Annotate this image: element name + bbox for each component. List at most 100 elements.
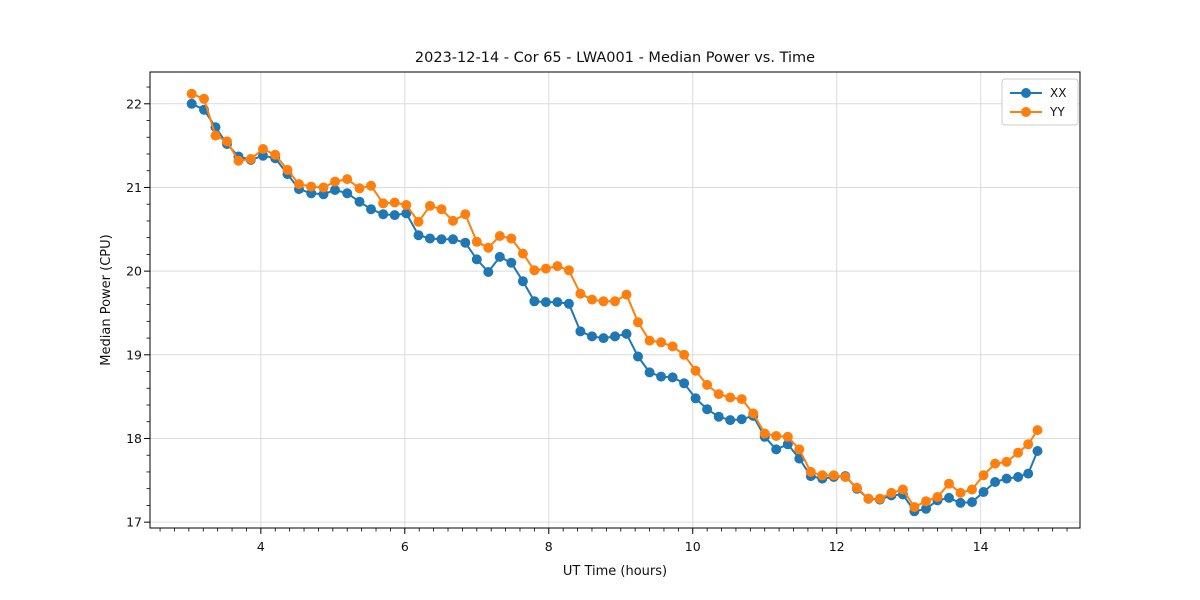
data-point-yy bbox=[540, 263, 551, 274]
data-point-xx bbox=[621, 328, 632, 339]
data-point-xx bbox=[425, 233, 435, 244]
data-point-yy bbox=[667, 341, 678, 352]
data-point-xx bbox=[967, 497, 977, 508]
data-point-xx bbox=[552, 297, 563, 308]
data-point-xx bbox=[401, 208, 412, 219]
data-point-yy bbox=[909, 502, 920, 513]
data-point-yy bbox=[794, 444, 805, 455]
data-point-yy bbox=[436, 204, 447, 215]
data-point-yy bbox=[1032, 425, 1043, 436]
data-point-yy bbox=[471, 236, 482, 247]
data-point-xx bbox=[1032, 446, 1043, 456]
data-point-xx bbox=[575, 326, 586, 337]
x-tick-label: 10 bbox=[685, 539, 701, 554]
y-tick-label: 22 bbox=[126, 96, 142, 111]
data-point-xx bbox=[506, 257, 517, 268]
data-point-yy bbox=[955, 487, 966, 498]
x-tick-label: 4 bbox=[257, 539, 265, 554]
data-point-yy bbox=[897, 484, 908, 495]
data-point-xx bbox=[610, 331, 620, 342]
data-point-xx bbox=[736, 414, 747, 425]
data-point-yy bbox=[828, 470, 839, 481]
data-point-yy bbox=[805, 466, 816, 477]
data-point-yy bbox=[448, 215, 458, 226]
data-point-xx bbox=[978, 487, 989, 497]
y-tick-label: 20 bbox=[126, 264, 142, 279]
data-point-xx bbox=[633, 351, 643, 362]
data-point-yy bbox=[1001, 456, 1012, 467]
data-point-yy bbox=[990, 458, 1001, 469]
y-tick-label: 18 bbox=[126, 431, 142, 446]
data-point-xx bbox=[656, 371, 667, 382]
data-point-yy bbox=[782, 431, 793, 442]
data-point-yy bbox=[282, 164, 293, 175]
data-point-yy bbox=[725, 392, 736, 403]
x-tick-label: 14 bbox=[973, 539, 989, 554]
data-point-yy bbox=[517, 248, 528, 259]
data-point-yy bbox=[306, 181, 317, 192]
data-point-yy bbox=[921, 496, 931, 507]
data-point-yy bbox=[389, 197, 400, 208]
data-point-yy bbox=[258, 144, 268, 154]
data-point-yy bbox=[529, 265, 540, 276]
data-point-xx bbox=[436, 234, 447, 245]
data-point-yy bbox=[771, 431, 782, 441]
data-point-xx bbox=[667, 372, 678, 383]
data-point-xx bbox=[587, 331, 597, 342]
data-point-yy bbox=[552, 261, 563, 272]
data-point-yy bbox=[199, 93, 209, 104]
data-point-xx bbox=[955, 497, 966, 508]
data-point-yy bbox=[874, 493, 885, 504]
data-point-xx bbox=[342, 188, 353, 199]
legend-marker-xx bbox=[1021, 88, 1031, 98]
data-point-yy bbox=[644, 335, 655, 346]
y-tick-label: 17 bbox=[126, 515, 142, 530]
data-point-yy bbox=[932, 492, 943, 502]
data-point-yy bbox=[186, 88, 197, 99]
data-point-yy bbox=[233, 155, 244, 166]
data-point-xx bbox=[494, 251, 505, 262]
data-point-yy bbox=[378, 198, 389, 209]
data-point-yy bbox=[863, 493, 874, 504]
data-point-yy bbox=[978, 470, 989, 481]
data-point-yy bbox=[563, 265, 574, 276]
x-tick-label: 8 bbox=[545, 539, 553, 554]
data-point-xx bbox=[354, 196, 365, 207]
data-point-yy bbox=[330, 176, 340, 187]
legend-label-yy: YY bbox=[1049, 105, 1065, 119]
data-point-xx bbox=[1023, 468, 1034, 479]
data-point-yy bbox=[748, 408, 759, 419]
data-point-yy bbox=[713, 389, 724, 400]
y-tick-label: 19 bbox=[126, 347, 142, 362]
y-axis-label: Median Power (CPU) bbox=[99, 234, 114, 365]
data-point-xx bbox=[990, 477, 1001, 487]
data-point-yy bbox=[610, 296, 620, 307]
data-point-yy bbox=[1013, 447, 1024, 458]
data-point-xx bbox=[598, 333, 609, 344]
data-point-xx bbox=[725, 415, 736, 426]
data-point-yy bbox=[294, 179, 304, 190]
data-point-yy bbox=[690, 365, 701, 376]
axes-spines bbox=[149, 71, 1081, 529]
legend-label-xx: XX bbox=[1050, 86, 1066, 100]
data-point-xx bbox=[690, 393, 701, 404]
data-point-xx bbox=[1013, 472, 1024, 482]
data-point-yy bbox=[817, 470, 828, 481]
data-point-xx bbox=[483, 267, 494, 277]
data-point-yy bbox=[633, 317, 643, 328]
data-point-xx bbox=[540, 297, 551, 308]
data-point-yy bbox=[759, 428, 770, 439]
data-point-xx bbox=[529, 296, 540, 307]
data-point-xx bbox=[366, 204, 376, 215]
data-point-yy bbox=[413, 216, 424, 227]
data-point-yy bbox=[1023, 439, 1034, 450]
data-point-xx bbox=[460, 237, 471, 248]
data-point-yy bbox=[621, 289, 632, 300]
data-point-yy bbox=[483, 242, 494, 253]
data-point-xx bbox=[517, 276, 528, 287]
data-point-xx bbox=[186, 98, 197, 109]
data-point-yy bbox=[967, 484, 977, 495]
data-point-xx bbox=[644, 367, 655, 378]
data-point-yy bbox=[425, 200, 435, 211]
